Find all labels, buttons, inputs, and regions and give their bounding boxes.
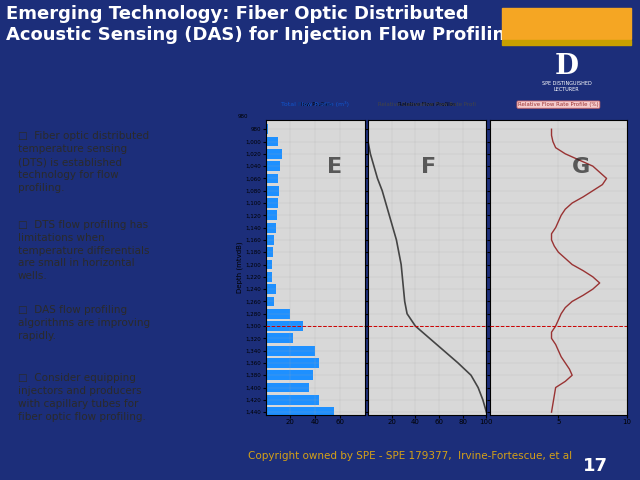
Bar: [266, 260, 272, 269]
Bar: [502, 8, 631, 39]
Bar: [266, 235, 275, 245]
Bar: [266, 124, 268, 134]
Bar: [266, 137, 278, 146]
Bar: [266, 334, 293, 343]
Bar: [266, 383, 309, 393]
Text: □  DTS flow profiling has
limitations when
temperature differentials
are small i: □ DTS flow profiling has limitations whe…: [18, 220, 149, 281]
Title: Relative Flow Rate Profile (%): Relative Flow Rate Profile (%): [518, 102, 598, 107]
Bar: [266, 161, 280, 171]
Text: Relative Flow Profiles: Relative Flow Profiles: [529, 102, 588, 107]
Text: D: D: [554, 53, 579, 80]
Text: Flow Profiles: Flow Profiles: [298, 102, 332, 107]
Bar: [502, 40, 631, 45]
Text: SPE DISTINGUISHED
LECTURER: SPE DISTINGUISHED LECTURER: [541, 82, 591, 92]
Text: □  Consider equipping
injectors and producers
with capillary tubes for
fiber opt: □ Consider equipping injectors and produ…: [18, 373, 146, 422]
Bar: [266, 395, 319, 405]
Text: F: F: [421, 157, 436, 177]
Title: Relative Cumulative Flow Rate Profi: Relative Cumulative Flow Rate Profi: [378, 102, 476, 107]
Text: Copyright owned by SPE - SPE 179377,  Irvine-Fortescue, et al: Copyright owned by SPE - SPE 179377, Irv…: [248, 451, 572, 461]
Bar: [266, 173, 278, 183]
Bar: [266, 247, 273, 257]
Bar: [266, 284, 275, 294]
Bar: [266, 358, 319, 368]
Text: 980: 980: [238, 114, 248, 119]
Bar: [266, 272, 272, 282]
Bar: [266, 407, 334, 417]
Text: E: E: [327, 157, 342, 177]
Text: Relative Flow Profiles: Relative Flow Profiles: [398, 102, 456, 107]
Text: □  Fiber optic distributed
temperature sensing
(DTS) is established
technology f: □ Fiber optic distributed temperature se…: [18, 132, 149, 192]
Text: □  DAS flow profiling
algorithms are improving
rapidly.: □ DAS flow profiling algorithms are impr…: [18, 305, 150, 341]
Text: Emerging Technology: Fiber Optic Distributed
Acoustic Sensing (DAS) for Injectio: Emerging Technology: Fiber Optic Distrib…: [6, 5, 518, 44]
Text: 17: 17: [582, 456, 608, 475]
Bar: [266, 198, 278, 208]
Bar: [266, 149, 282, 159]
Y-axis label: Depth (mtvdB): Depth (mtvdB): [236, 242, 243, 293]
Bar: [266, 223, 275, 232]
Text: G: G: [572, 157, 591, 177]
Bar: [266, 186, 279, 196]
Bar: [266, 321, 303, 331]
Bar: [266, 309, 291, 319]
Bar: [266, 346, 315, 356]
Bar: [266, 370, 313, 380]
Bar: [266, 210, 276, 220]
Title: Total Flow Profile (m³): Total Flow Profile (m³): [281, 101, 349, 107]
Bar: [266, 297, 275, 306]
